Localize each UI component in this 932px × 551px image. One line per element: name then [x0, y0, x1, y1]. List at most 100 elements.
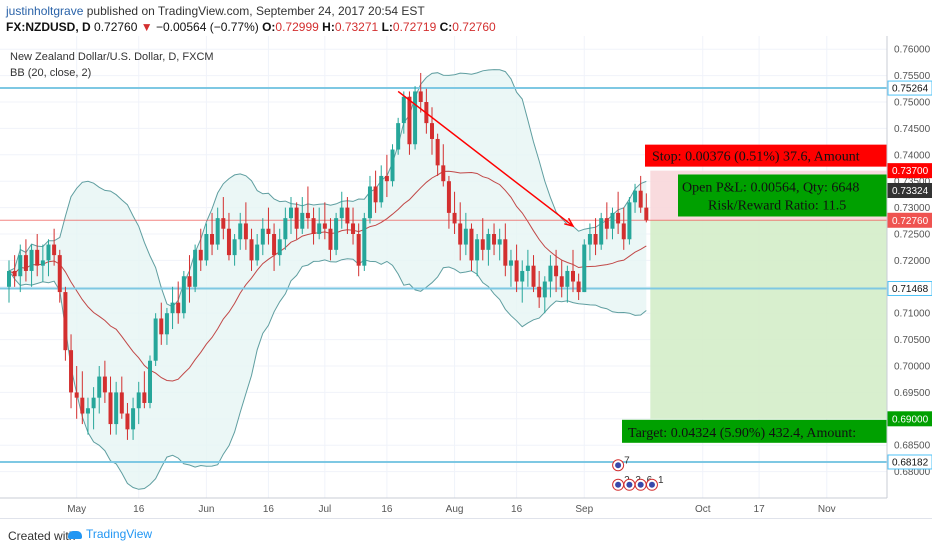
- candle-body: [571, 270, 575, 282]
- stop-label: Stop: 0.00376 (0.51%) 37.6, Amount: [645, 144, 887, 167]
- candle-body: [221, 218, 226, 229]
- candle-body: [187, 276, 192, 287]
- candle-body: [616, 212, 621, 224]
- candle-body: [435, 138, 440, 166]
- candle-body: [305, 212, 310, 219]
- candle-body: [576, 281, 581, 293]
- candle-body: [136, 392, 141, 409]
- rr-label-text: Risk/Reward Ratio: 11.5: [708, 198, 846, 213]
- y-tick-label: 0.72000: [894, 256, 931, 267]
- candle-body: [525, 265, 530, 271]
- trendline[interactable]: [397, 90, 575, 228]
- candle-body: [390, 149, 395, 182]
- candle-body: [627, 202, 632, 240]
- candle-body: [46, 244, 51, 261]
- price-tag-label: 0.72760: [892, 216, 929, 227]
- candle-body: [125, 413, 130, 430]
- x-tick-label: 16: [133, 504, 145, 515]
- candle-body: [418, 91, 423, 102]
- candle-body: [52, 244, 57, 256]
- candle-body: [311, 218, 316, 234]
- candle-body: [633, 190, 638, 203]
- candle-body: [283, 218, 288, 240]
- candle-body: [193, 249, 198, 287]
- y-tick-label: 0.68500: [894, 441, 931, 452]
- candle-body: [587, 234, 592, 245]
- x-tick-label: Jul: [318, 504, 331, 515]
- event-markers[interactable]: 72361: [612, 455, 664, 491]
- candle-body: [356, 234, 361, 266]
- candle-body: [29, 249, 34, 271]
- candle-body: [226, 228, 231, 256]
- candle-body: [63, 292, 68, 351]
- candle-body: [401, 96, 406, 124]
- candle-body: [74, 392, 79, 398]
- candle-body: [69, 350, 74, 393]
- open-label: O:: [262, 20, 276, 34]
- candle-body: [85, 408, 90, 414]
- horizontal-levels[interactable]: [0, 87, 887, 463]
- price-tag-label: 0.71468: [892, 284, 929, 295]
- time-axis[interactable]: May 16 Jun 16 Jul 16 Aug 16 Sep Oct 17 Nov: [0, 497, 887, 515]
- candle-body: [198, 249, 203, 261]
- candle-body: [497, 239, 502, 245]
- close-label: C:: [439, 20, 453, 34]
- price-chart[interactable]: Stop: 0.00376 (0.51%) 37.6, Amount Open P…: [0, 36, 932, 518]
- trend-arrow-line[interactable]: [397, 90, 574, 227]
- price-change: −0.00564 (−0.77%): [155, 20, 259, 34]
- x-tick-label: 16: [263, 504, 275, 515]
- candle-body: [351, 223, 356, 234]
- candle-body: [463, 228, 468, 245]
- price-tag-label: 0.68182: [892, 457, 929, 468]
- close-value: 0.72760: [452, 20, 496, 34]
- candle-body: [362, 218, 367, 266]
- candle-body: [108, 392, 113, 425]
- price-tag-bg: [887, 280, 932, 296]
- candle-body: [164, 313, 169, 335]
- down-triangle-icon: ▼: [140, 20, 153, 34]
- candle-body: [367, 186, 372, 219]
- candle-body: [604, 218, 609, 229]
- y-tick-label: 0.75000: [894, 98, 931, 109]
- candle-body: [35, 249, 40, 266]
- price-tag: 0.73324: [887, 182, 932, 198]
- price-tag: 0.73700: [887, 163, 932, 179]
- candle-body: [97, 376, 102, 398]
- position-labels: Stop: 0.00376 (0.51%) 37.6, Amount Open P…: [622, 144, 887, 443]
- candle-body: [204, 234, 209, 261]
- high-value: 0.73271: [334, 20, 379, 34]
- candle-body: [531, 265, 536, 287]
- candle-body: [260, 228, 265, 245]
- x-tick-label: 16: [381, 504, 393, 515]
- candle-body: [12, 270, 17, 277]
- y-tick-label: 0.73000: [894, 203, 931, 214]
- pl-label: Open P&L: 0.00564, Qty: 6648 Risk/Reward …: [678, 174, 887, 217]
- candle-body: [559, 276, 564, 287]
- candle-body: [255, 244, 260, 261]
- arrow-head-icon: [564, 217, 575, 228]
- event-marker[interactable]: 1: [645, 475, 664, 491]
- author-link[interactable]: justinholtgrave: [6, 4, 84, 18]
- price-tag: 0.71468: [887, 280, 932, 296]
- candle-body: [7, 270, 11, 287]
- candle-body: [441, 165, 446, 182]
- tradingview-logo[interactable]: TradingView: [68, 527, 152, 541]
- candle-body: [469, 228, 474, 261]
- candle-body: [181, 276, 186, 314]
- price-axis[interactable]: 0.76000 0.75500 0.75000 0.74500 0.74000 0.735…: [886, 36, 932, 498]
- candle-body: [373, 186, 378, 203]
- candle-body: [548, 265, 553, 282]
- candle-body: [114, 392, 119, 425]
- price-tag-bg: [887, 212, 932, 228]
- candle-body: [542, 281, 547, 298]
- candle-body: [610, 212, 615, 229]
- candle-body: [384, 175, 389, 182]
- price-tag-label: 0.69000: [892, 414, 929, 425]
- price-tag-bg: [887, 163, 932, 179]
- x-tick-label: Oct: [695, 504, 711, 515]
- event-count: 7: [624, 455, 630, 466]
- target-zone: [650, 220, 887, 419]
- price-tag-bg: [887, 80, 932, 96]
- cloud-icon: [68, 530, 82, 539]
- event-marker[interactable]: 7: [612, 455, 631, 472]
